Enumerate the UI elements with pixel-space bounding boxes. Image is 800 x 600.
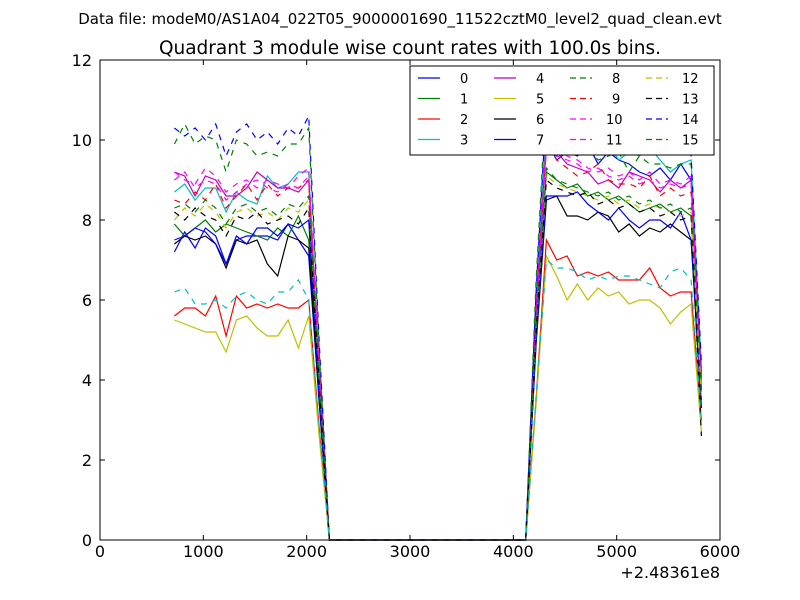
x-tick-label: 5000 bbox=[596, 542, 637, 561]
series-line-15 bbox=[174, 166, 702, 541]
legend-label: 1 bbox=[460, 93, 468, 108]
legend-label: 2 bbox=[460, 113, 468, 128]
legend-label: 7 bbox=[536, 134, 544, 149]
y-tick-label: 4 bbox=[82, 371, 92, 390]
y-tick-label: 8 bbox=[82, 211, 92, 230]
legend-label: 4 bbox=[536, 72, 544, 87]
legend-label: 5 bbox=[536, 93, 544, 108]
legend-box bbox=[409, 65, 715, 156]
legend-label: 13 bbox=[682, 93, 699, 108]
legend-label: 6 bbox=[536, 113, 544, 128]
x-tick-label: 1000 bbox=[183, 542, 224, 561]
y-tick-label: 0 bbox=[82, 531, 92, 550]
legend-label: 9 bbox=[612, 93, 620, 108]
legend-label: 8 bbox=[612, 72, 620, 87]
x-offset-label: +2.48361e8 bbox=[620, 563, 720, 582]
legend-label: 0 bbox=[460, 72, 468, 87]
y-tick-label: 12 bbox=[72, 51, 92, 70]
y-tick-label: 2 bbox=[82, 451, 92, 470]
y-tick-label: 10 bbox=[72, 131, 92, 150]
x-tick-label: 2000 bbox=[286, 542, 327, 561]
series-line-8 bbox=[173, 91, 702, 541]
x-tick-label: 0 bbox=[95, 542, 105, 561]
x-tick-label: 6000 bbox=[700, 542, 741, 561]
x-tick-label: 4000 bbox=[493, 542, 534, 561]
y-tick-label: 6 bbox=[82, 291, 92, 310]
figure-suptitle: Data file: modeM0/AS1A04_022T05_90000016… bbox=[78, 10, 722, 29]
legend-label: 11 bbox=[606, 134, 623, 149]
x-tick-label: 3000 bbox=[390, 542, 431, 561]
legend-label: 3 bbox=[460, 134, 468, 149]
legend-label: 10 bbox=[606, 113, 623, 128]
chart-title: Quadrant 3 module wise count rates with … bbox=[159, 38, 661, 59]
legend-label: 15 bbox=[682, 134, 699, 149]
legend-label: 12 bbox=[682, 72, 699, 87]
legend-label: 14 bbox=[682, 113, 699, 128]
